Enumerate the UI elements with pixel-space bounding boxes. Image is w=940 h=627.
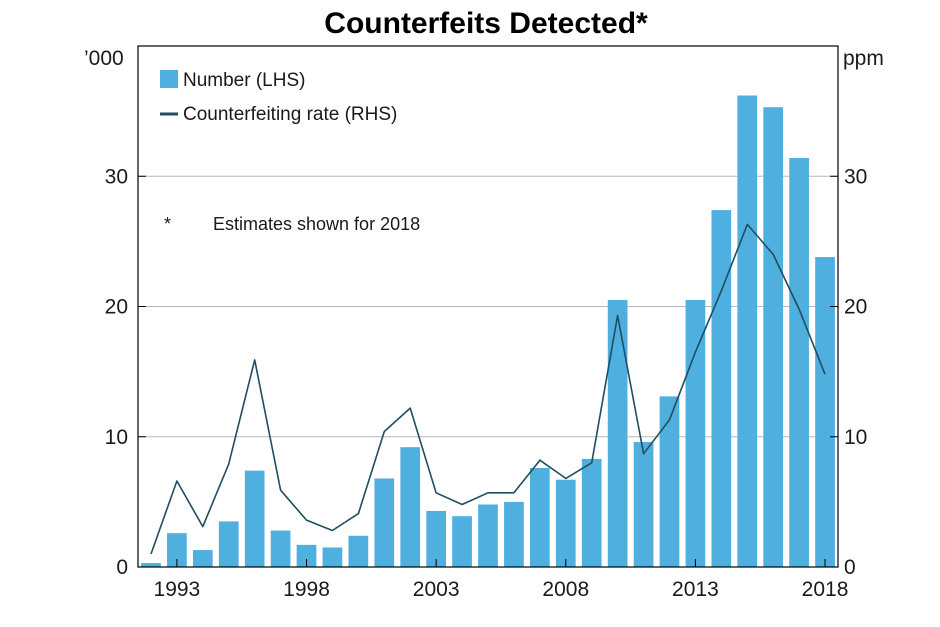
bar: [478, 504, 498, 567]
legend-swatch-number: [160, 70, 178, 88]
rate-line: [150, 223, 826, 555]
annotation-marker: *: [164, 214, 171, 234]
left-tick-label: 30: [105, 165, 128, 188]
right-tick-label: 30: [844, 165, 867, 188]
bar: [504, 501, 524, 567]
x-axis-ticks: 1993 1998 2003 2008 2013 2018: [154, 559, 849, 601]
left-tick-label: 20: [105, 296, 128, 319]
bar: [763, 107, 784, 567]
bar: [789, 158, 809, 567]
x-tick-label: 1998: [283, 578, 330, 601]
bar: [426, 510, 446, 567]
left-axis-unit: ’000: [84, 47, 124, 70]
bar: [530, 468, 550, 567]
right-tick-label: 0: [844, 556, 856, 579]
right-tick-label: 20: [844, 296, 867, 319]
left-axis-ticks: 0 10 20 30: [105, 165, 146, 579]
chart-title: Counterfeits Detected*: [324, 7, 648, 40]
bar: [737, 95, 758, 568]
bar: [374, 478, 395, 567]
x-tick-label: 2013: [672, 578, 719, 601]
bar: [555, 479, 576, 567]
bar: [400, 447, 421, 567]
bar: [348, 535, 369, 567]
bar: [167, 533, 187, 567]
legend: Number (LHS) Counterfeiting rate (RHS): [160, 70, 397, 125]
bar: [452, 516, 472, 567]
bar: [192, 550, 213, 567]
right-axis-ticks: 0 10 20 30: [830, 165, 867, 579]
bar: [685, 299, 706, 567]
x-tick-label: 2008: [542, 578, 589, 601]
bar: [633, 441, 654, 567]
bar: [815, 257, 835, 567]
legend-label-number: Number (LHS): [183, 70, 305, 91]
bar-series: [141, 95, 835, 568]
right-tick-label: 10: [844, 426, 867, 449]
x-tick-label: 2018: [802, 578, 849, 601]
annotation-text: Estimates shown for 2018: [213, 214, 420, 234]
bar: [141, 563, 161, 567]
x-tick-label: 1993: [154, 578, 201, 601]
right-axis-unit: ppm: [843, 47, 884, 70]
line-series: [150, 223, 826, 555]
bar: [218, 521, 239, 567]
bar: [244, 470, 265, 567]
bar: [607, 299, 628, 567]
bar: [270, 530, 291, 567]
x-tick-label: 2003: [413, 578, 460, 601]
left-tick-label: 0: [116, 556, 128, 579]
bar: [581, 458, 602, 567]
bar: [711, 210, 732, 568]
left-tick-label: 10: [105, 426, 128, 449]
bar: [322, 547, 343, 567]
legend-label-rate: Counterfeiting rate (RHS): [183, 104, 397, 125]
bar: [296, 544, 317, 567]
bar: [659, 396, 680, 567]
